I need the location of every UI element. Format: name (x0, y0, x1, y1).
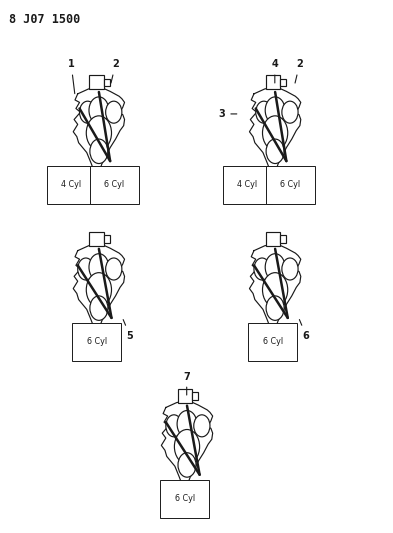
Bar (280, 78, 286, 86)
Text: 5: 5 (123, 320, 133, 341)
Bar (266, 76, 280, 89)
Circle shape (90, 296, 108, 320)
Text: 3: 3 (219, 109, 237, 119)
Bar (178, 389, 192, 402)
Text: 1: 1 (68, 60, 75, 94)
Circle shape (282, 101, 298, 123)
Circle shape (254, 258, 270, 280)
Bar (90, 76, 104, 89)
Circle shape (78, 258, 94, 280)
Text: 6 Cyl: 6 Cyl (86, 337, 107, 346)
Circle shape (166, 415, 182, 437)
Polygon shape (73, 245, 125, 325)
Circle shape (178, 453, 196, 477)
Text: 2: 2 (111, 60, 119, 83)
Bar (93, 325, 101, 334)
Bar (269, 325, 277, 334)
Bar (181, 482, 189, 491)
Bar (266, 232, 280, 246)
Text: 7: 7 (184, 372, 190, 395)
Circle shape (265, 254, 285, 280)
Circle shape (263, 116, 288, 150)
Text: 4: 4 (272, 60, 278, 83)
Polygon shape (250, 88, 301, 168)
Circle shape (86, 116, 112, 150)
Circle shape (194, 415, 210, 437)
Text: 6 Cyl: 6 Cyl (263, 337, 283, 346)
Bar (104, 236, 110, 243)
Circle shape (256, 101, 272, 123)
Bar (90, 232, 104, 246)
Text: 6: 6 (299, 320, 310, 341)
Text: 6 Cyl: 6 Cyl (104, 181, 124, 189)
Bar (104, 78, 110, 86)
Polygon shape (162, 401, 213, 482)
Circle shape (265, 97, 285, 124)
Circle shape (174, 430, 200, 464)
Polygon shape (250, 245, 301, 325)
Text: 6 Cyl: 6 Cyl (175, 494, 195, 503)
Text: 4 Cyl: 4 Cyl (61, 181, 81, 189)
Circle shape (89, 97, 109, 124)
Circle shape (177, 410, 197, 438)
Circle shape (282, 258, 298, 280)
Circle shape (263, 273, 288, 307)
Circle shape (266, 296, 284, 320)
Text: 4 Cyl: 4 Cyl (237, 181, 257, 189)
Circle shape (86, 273, 112, 307)
Bar (280, 236, 286, 243)
Circle shape (89, 254, 109, 280)
Circle shape (106, 258, 122, 280)
Circle shape (79, 101, 96, 123)
Bar (192, 392, 198, 400)
Circle shape (90, 139, 108, 164)
Bar (93, 168, 101, 177)
Bar (269, 168, 277, 177)
Circle shape (266, 139, 284, 164)
Text: 6 Cyl: 6 Cyl (281, 181, 301, 189)
Circle shape (106, 101, 122, 123)
Text: 8 J07 1500: 8 J07 1500 (9, 13, 80, 26)
Polygon shape (73, 88, 125, 168)
Text: 2: 2 (295, 60, 303, 83)
